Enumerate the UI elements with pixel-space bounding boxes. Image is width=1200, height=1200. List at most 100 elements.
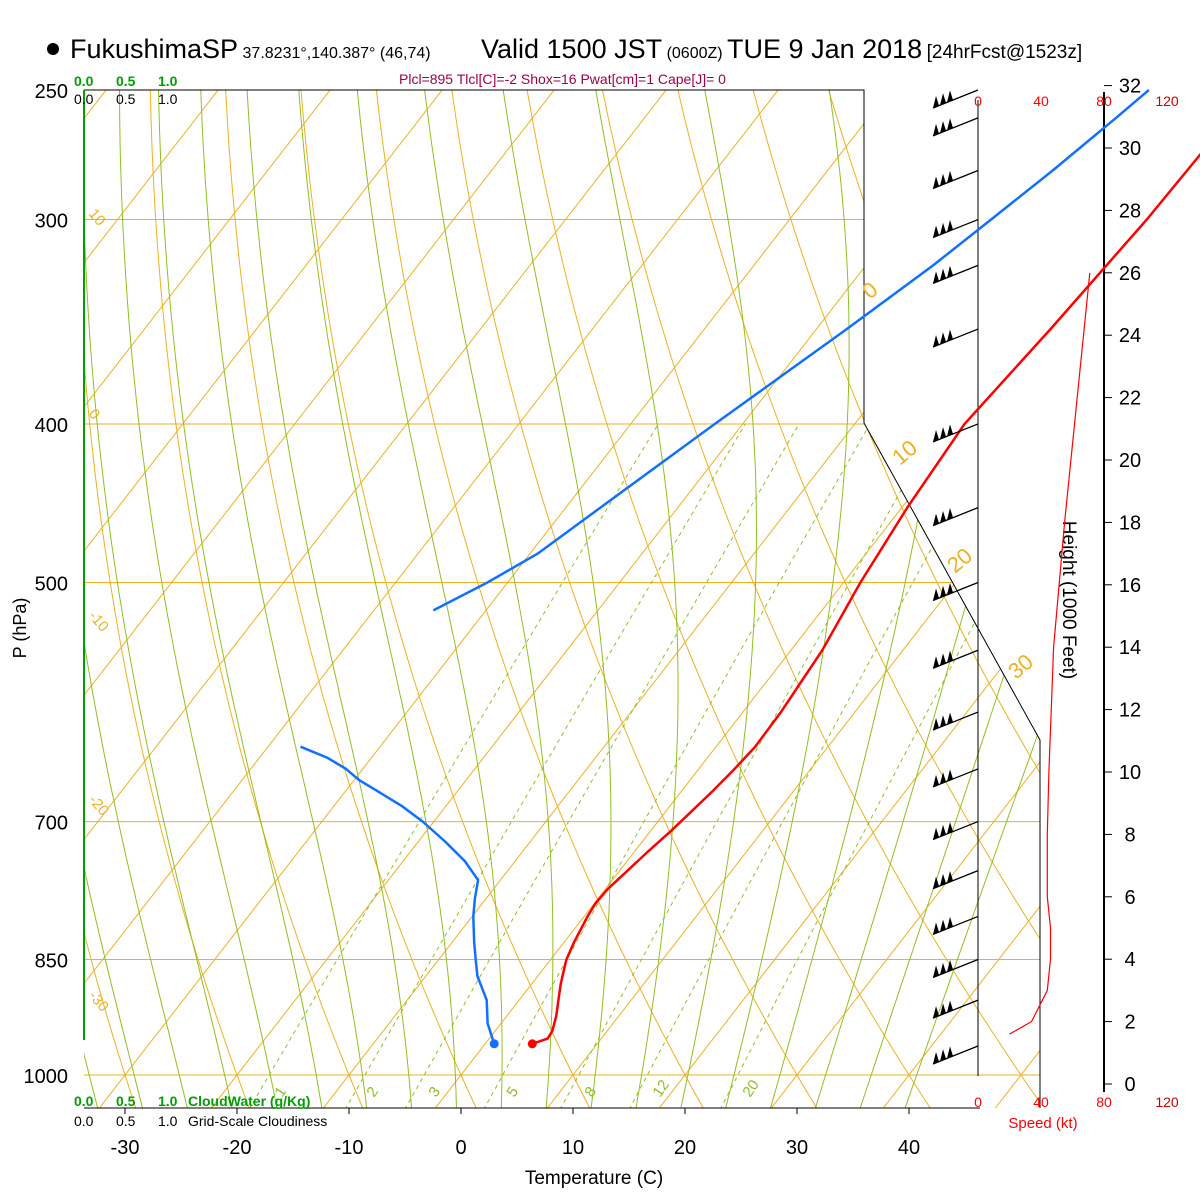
moist-adiabat-line xyxy=(84,90,189,1108)
dry-adiabat-line xyxy=(84,90,251,1108)
isotherm-line xyxy=(84,90,466,1108)
temperature-tick-label: -30 xyxy=(111,1137,140,1159)
moist-adiabat-line xyxy=(904,90,1040,1108)
wind-barb xyxy=(932,218,979,239)
wind-barb-flag xyxy=(940,824,946,837)
speed-tick-label: 120 xyxy=(1155,93,1179,109)
temperature-tick-label: 10 xyxy=(562,1137,584,1159)
moist-adiabat-line xyxy=(724,90,850,1108)
speed-tick-label: 40 xyxy=(1033,93,1049,109)
isotherm-line xyxy=(209,90,1026,1108)
isotherm-line xyxy=(657,90,1040,1108)
moist-adiabat-line xyxy=(814,90,1040,1108)
wind-barb-flag xyxy=(940,173,946,186)
wind-barb xyxy=(932,581,979,602)
moist-adiabat-label: 30 xyxy=(1003,649,1038,684)
wind-barb-flag xyxy=(940,919,946,932)
dry-adiabat-line xyxy=(149,90,364,1108)
wind-barb-flag xyxy=(933,335,939,348)
isotherm-line xyxy=(84,90,354,1108)
wind-barb-flag xyxy=(940,332,946,345)
wind-barb-flag xyxy=(947,170,953,183)
wind-barb-flag xyxy=(933,588,939,601)
wind-barb-flag xyxy=(947,424,953,437)
mixing-ratio-label: 3 xyxy=(425,1084,444,1101)
wind-barb-flag xyxy=(933,1051,939,1064)
dry-adiabat-label: -30 xyxy=(85,988,112,1016)
station-name: FukushimaSP xyxy=(70,34,239,64)
moist-adiabat-line xyxy=(498,90,612,1108)
moist-adiabat-line xyxy=(590,90,679,1108)
moist-adiabat-line xyxy=(119,90,278,1108)
dry-adiabat-line xyxy=(372,90,705,1108)
wind-barb-flag xyxy=(933,96,939,108)
mixing-ratio-line xyxy=(248,423,659,1108)
isotherm-line xyxy=(84,90,690,1108)
height-tick-label: 28 xyxy=(1119,200,1141,222)
wind-barb-staff xyxy=(932,1045,979,1065)
speed-tick-label: 80 xyxy=(1096,1094,1112,1110)
moist-adiabat-line xyxy=(769,90,961,1108)
temperature-tick-label: 0 xyxy=(455,1137,466,1159)
speed-tick-label: 40 xyxy=(1033,1094,1049,1110)
dry-adiabat-line xyxy=(223,90,478,1108)
moist-adiabat-line xyxy=(859,90,1040,1108)
height-tick-label: 16 xyxy=(1119,575,1141,597)
cloudwater-tick-label: 0.5 xyxy=(116,1093,136,1109)
dry-adiabat-line xyxy=(596,90,1040,1108)
pressure-tick-label: 850 xyxy=(35,951,68,973)
wind-barb xyxy=(932,507,979,527)
moist-adiabat-line xyxy=(157,90,323,1108)
pressure-tick-label: 700 xyxy=(35,813,68,835)
wind-barb-staff xyxy=(932,169,979,190)
moist-adiabat-label: 10 xyxy=(887,435,922,470)
height-tick-label: 6 xyxy=(1124,887,1135,909)
mixing-ratio-line xyxy=(404,423,800,1108)
isotherm-line xyxy=(84,90,578,1108)
wind-barb xyxy=(932,820,979,841)
wind-barb-flag xyxy=(947,821,953,834)
temperature-tick-label: 20 xyxy=(674,1137,696,1159)
wind-barb-flag xyxy=(933,718,939,731)
wind-barb-flag xyxy=(933,176,939,189)
cloudiness-tick-label: 0.5 xyxy=(116,1113,136,1129)
isotherm-line xyxy=(97,90,914,1108)
pressure-tick-label: 1000 xyxy=(24,1066,69,1088)
dry-adiabat-label: -10 xyxy=(85,608,112,636)
height-tick-label: 14 xyxy=(1119,637,1141,659)
height-tick-label: 12 xyxy=(1119,700,1141,722)
height-tick-label: 30 xyxy=(1119,138,1141,160)
temperature-tick-label: 30 xyxy=(786,1137,808,1159)
x-axis-label: Temperature (C) xyxy=(525,1168,663,1189)
plot-outline xyxy=(84,89,1041,1108)
wind-barb xyxy=(932,711,979,731)
valid-time-header: Valid 1500 JST (0600Z) TUE 9 Jan 2018 [2… xyxy=(481,34,1082,65)
isotherm-line xyxy=(0,61,17,1110)
wind-barb-flag xyxy=(940,772,946,785)
wind-barb xyxy=(932,264,979,285)
dry-adiabat-line xyxy=(745,90,1040,1108)
wind-barb-flag xyxy=(940,268,946,281)
moist-adiabat-line xyxy=(296,90,457,1108)
mixing-ratio-label: 20 xyxy=(739,1077,762,1100)
cloudiness-tick-label: 0.0 xyxy=(74,91,94,107)
forecast-info: [24hrFcst@1523z] xyxy=(926,42,1083,63)
isotherm-line xyxy=(769,90,1040,1108)
wind-barb-flag xyxy=(947,769,953,782)
moist-adiabat-line xyxy=(84,90,233,1108)
wind-barb-flag xyxy=(933,774,939,787)
wind-barb xyxy=(932,117,979,137)
dry-adiabat-line xyxy=(521,90,932,1108)
wind-barb-flag xyxy=(940,962,946,975)
stability-indices: Plcl=895 Tlcl[C]=-2 Shox=16 Pwat[cm]=1 C… xyxy=(399,71,726,87)
dry-adiabat-line xyxy=(670,90,1040,1108)
isotherm-line xyxy=(545,90,1040,1108)
utc-time: (0600Z) xyxy=(666,45,723,62)
cloudiness-axis-title: Grid-Scale Cloudiness xyxy=(188,1113,327,1129)
wind-speed-line xyxy=(1009,272,1091,1035)
wind-speed-profile xyxy=(1009,272,1091,1035)
wind-barb-flag xyxy=(940,653,946,666)
wind-barb xyxy=(932,915,979,936)
wind-barb-flag xyxy=(947,118,953,131)
